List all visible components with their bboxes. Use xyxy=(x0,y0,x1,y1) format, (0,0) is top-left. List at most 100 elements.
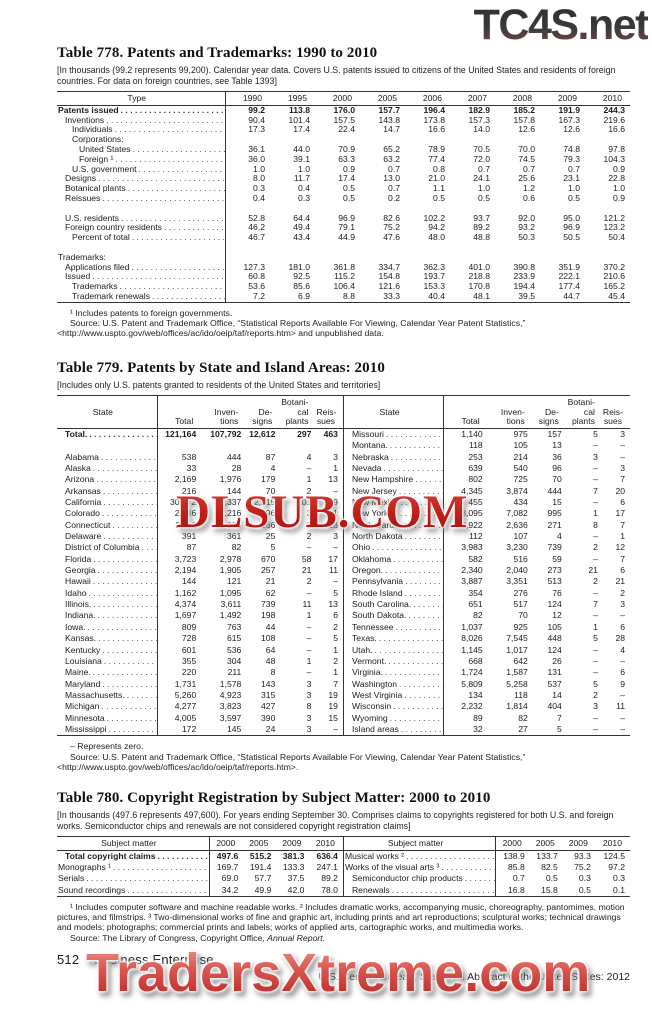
value-cell xyxy=(585,243,630,253)
value-cell: 89.2 xyxy=(321,873,338,884)
row-label: Trademarks: xyxy=(57,253,225,263)
value-cell: 92.0 xyxy=(518,212,535,223)
value-cell: 670 xyxy=(261,553,276,564)
value-cell: 1,976 xyxy=(219,474,242,485)
leader-dots xyxy=(93,576,157,587)
row-label-text: Patents issued xyxy=(58,105,119,115)
row-label: Vermont. xyxy=(342,655,444,668)
value-cell: 6 xyxy=(620,667,625,678)
value-cell: 96 xyxy=(552,463,562,474)
value-cell: 434 xyxy=(513,497,528,508)
value-cell: – xyxy=(593,497,598,508)
row-label-inner: South Dakota. xyxy=(344,610,443,621)
value-cell xyxy=(156,440,202,452)
value-cell: 11 xyxy=(616,701,625,712)
value-cell: 79.3 xyxy=(563,153,580,164)
row-label-text: Reissues xyxy=(65,193,101,203)
row-label-text: Sound recordings xyxy=(58,884,126,895)
value-cell: 214 xyxy=(513,451,528,462)
table-row: Idaho 1,162 1,095 62 – 5 Rhode Island 354 276 76 –… xyxy=(57,587,630,600)
value-cell: 121,164 xyxy=(156,428,202,441)
value-cell: 44.9 xyxy=(338,232,355,243)
col-header-type: Type xyxy=(57,91,225,106)
table-row: Foreign ¹ 36.0 39.1 63.3 63.2 77.4 72.0 74.5 79.… xyxy=(57,153,630,165)
value-cell: 354 xyxy=(443,587,488,600)
table-780-source: Source: The Library of Congress, Copyrig… xyxy=(70,932,326,943)
value-cell: 124 xyxy=(547,599,562,610)
col-header-year: 2010 xyxy=(585,91,630,106)
value-cell: 108 xyxy=(261,633,276,644)
row-label-text: Kansas. xyxy=(65,633,97,644)
row-label: U.S. government xyxy=(57,165,225,175)
value-cell: 975 xyxy=(513,428,528,439)
value-cell: 78.9 xyxy=(428,143,445,154)
row-label-text: Oregon. xyxy=(351,565,384,576)
value-cell: 14.0 xyxy=(473,124,490,135)
value-cell: 1 xyxy=(306,474,312,485)
row-label: Corporations: xyxy=(57,135,225,145)
table-780-title: Table 780. Copyright Registration by Sub… xyxy=(57,790,491,807)
leader-dots xyxy=(405,531,444,542)
value-cell: 515.2 xyxy=(249,850,272,861)
leader-dots xyxy=(120,282,225,292)
col-header: De- signs xyxy=(246,395,281,429)
row-label-text: Tennessee xyxy=(351,621,394,632)
value-cell: 121.2 xyxy=(603,212,625,223)
value-cell: 181.0 xyxy=(288,261,310,272)
row-label-text: District of Columbia xyxy=(65,542,140,553)
row-label-text: Louisiana xyxy=(65,655,102,666)
table-row: Colorado 2,436 2,216 196 3 21 New York 8,095 7,0… xyxy=(57,508,630,520)
leader-dots xyxy=(86,873,208,884)
row-label-inner: Serials xyxy=(57,873,209,884)
leader-dots xyxy=(115,155,224,165)
value-cell: 538 xyxy=(156,451,202,464)
value-cell: 0.7 xyxy=(523,163,535,174)
row-label-text: Colorado xyxy=(65,508,100,519)
table-row: Issued 60.8 92.5 115.2 154.8 193.7 218.8 233.9 2… xyxy=(57,271,630,283)
col-header: Botani- cal plants xyxy=(566,395,603,429)
table-778-section: Table 778. Patents and Trademarks: 1990 … xyxy=(57,45,630,339)
row-label-text: Nebraska xyxy=(351,451,389,462)
value-cell: 2 xyxy=(306,576,312,587)
value-cell: 0.7 xyxy=(478,163,490,174)
leader-dots xyxy=(102,679,156,690)
value-cell: 21 xyxy=(615,576,625,587)
row-label: Nebraska xyxy=(342,451,444,464)
value-cell: 48 xyxy=(265,655,276,666)
value-cell: 0.7 xyxy=(388,163,400,174)
row-label: Kansas. xyxy=(57,633,157,644)
leader-dots xyxy=(401,724,443,735)
table-row: Reissues 0.4 0.3 0.5 0.2 0.5 0.5 0.6 0.5 0.9 xyxy=(57,193,630,204)
value-cell: 21 xyxy=(588,565,598,576)
table-779-title: Table 779. Patents by State and Island A… xyxy=(57,359,385,376)
value-cell: 153.3 xyxy=(423,281,445,292)
value-cell: 361.8 xyxy=(333,261,355,272)
row-label-inner: U.S. residents xyxy=(57,214,225,224)
row-label: District of Columbia xyxy=(57,542,157,553)
leader-dots xyxy=(104,656,157,667)
value-cell: 59 xyxy=(552,553,562,564)
row-label-inner: Botanical plants xyxy=(57,184,225,194)
value-cell: 728 xyxy=(156,633,202,645)
value-cell: 112 xyxy=(443,531,488,543)
value-cell: 390.8 xyxy=(513,261,535,272)
value-cell: 48.8 xyxy=(473,232,490,243)
value-cell: 92.5 xyxy=(293,271,310,282)
row-label: Designs xyxy=(57,174,225,184)
value-cell: 121 xyxy=(226,576,242,587)
value-cell: 1.0 xyxy=(298,163,310,174)
leader-dots xyxy=(88,622,157,633)
value-cell: 102.2 xyxy=(423,212,445,223)
page-content: Table 778. Patents and Trademarks: 1990 … xyxy=(0,0,652,943)
value-cell: 49.9 xyxy=(243,884,277,897)
value-cell: 8,026 xyxy=(443,633,488,645)
value-cell: 26 xyxy=(552,655,562,666)
value-cell: 7 xyxy=(557,712,562,723)
row-label-text: Island areas xyxy=(351,723,399,734)
value-cell: 3 xyxy=(333,531,338,542)
row-label-text: United States xyxy=(79,144,131,154)
row-label: Colorado xyxy=(57,508,157,519)
value-cell: 19 xyxy=(328,689,338,700)
leader-dots xyxy=(127,690,157,701)
row-label: New Hampshire xyxy=(342,474,444,486)
